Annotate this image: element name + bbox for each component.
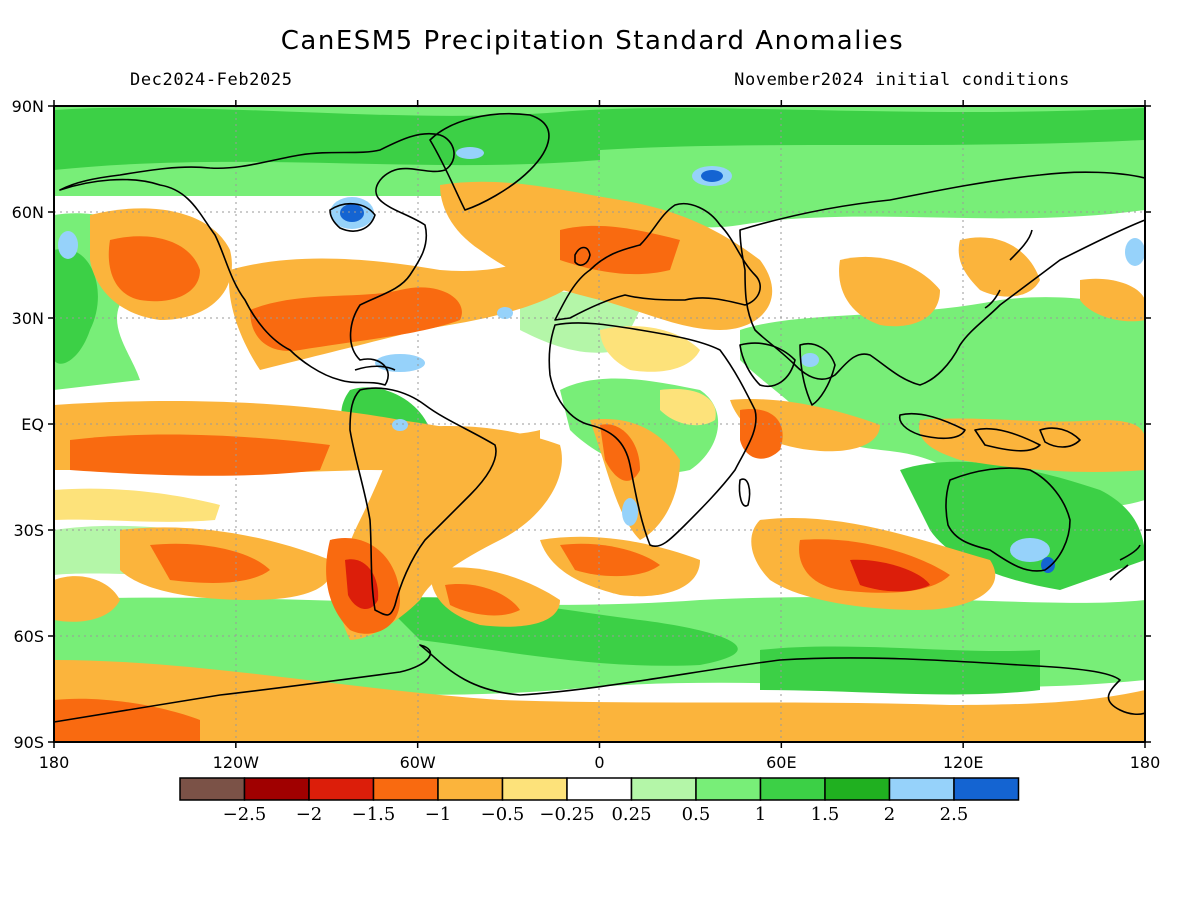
legend-label: −2 — [296, 804, 323, 825]
legend-swatch — [437, 777, 504, 801]
lon-label: 180 — [1130, 753, 1161, 772]
legend-swatch — [824, 777, 891, 801]
lon-label: 60E — [766, 753, 796, 772]
legend-swatch — [372, 777, 439, 801]
lat-label: 60S — [13, 627, 44, 646]
legend-label: −0.25 — [539, 804, 594, 825]
coastlines — [54, 112, 1145, 723]
lat-label: 90N — [12, 97, 44, 116]
graticule — [54, 106, 1145, 742]
legend-swatch — [179, 777, 246, 801]
map-title: CanESM5 Precipitation Standard Anomalies — [280, 26, 905, 56]
legend-swatch — [308, 777, 375, 801]
legend-swatch — [759, 777, 826, 801]
legend-label: 2 — [884, 804, 895, 825]
legend-label: 2.5 — [940, 804, 969, 825]
lon-label: 180 — [39, 753, 70, 772]
latitude-labels: 90N 60N 30N EQ 30S 60S 90S — [12, 97, 44, 752]
lat-label: 30N — [12, 309, 44, 328]
legend-label: −0.5 — [481, 804, 525, 825]
forecast-period: Dec2024-Feb2025 — [130, 70, 293, 90]
lat-label: 30S — [13, 521, 44, 540]
anomaly-fields — [54, 106, 1145, 742]
legend-swatch — [630, 777, 697, 801]
lon-label: 0 — [594, 753, 604, 772]
lat-label: EQ — [21, 415, 44, 434]
legend-swatch — [953, 777, 1020, 801]
colorbar-legend: −2.5 −2 −1.5 −1 −0.5 −0.25 0.25 0.5 1 1.5 2 2.5 — [179, 777, 1020, 825]
legend-label: 0.5 — [682, 804, 711, 825]
lon-label: 60W — [400, 753, 436, 772]
plot-area — [54, 106, 1145, 742]
legend-label: 1 — [755, 804, 766, 825]
legend-swatch — [566, 777, 633, 801]
legend-swatch — [243, 777, 310, 801]
lon-label: 120E — [943, 753, 984, 772]
lon-label: 120W — [213, 753, 260, 772]
legend-swatch — [501, 777, 568, 801]
legend-label: 1.5 — [811, 804, 840, 825]
legend-swatch — [695, 777, 762, 801]
legend-label: −2.5 — [223, 804, 267, 825]
lat-label: 90S — [13, 733, 44, 752]
initial-conditions: November2024 initial conditions — [734, 70, 1070, 90]
legend-label: −1 — [425, 804, 452, 825]
axis-ticks — [48, 100, 1151, 748]
lat-label: 60N — [12, 203, 44, 222]
legend-label: 0.25 — [611, 804, 651, 825]
longitude-labels: 180 120W 60W 0 60E 120E 180 — [39, 753, 1161, 772]
legend-swatch — [888, 777, 955, 801]
legend-label: −1.5 — [352, 804, 396, 825]
